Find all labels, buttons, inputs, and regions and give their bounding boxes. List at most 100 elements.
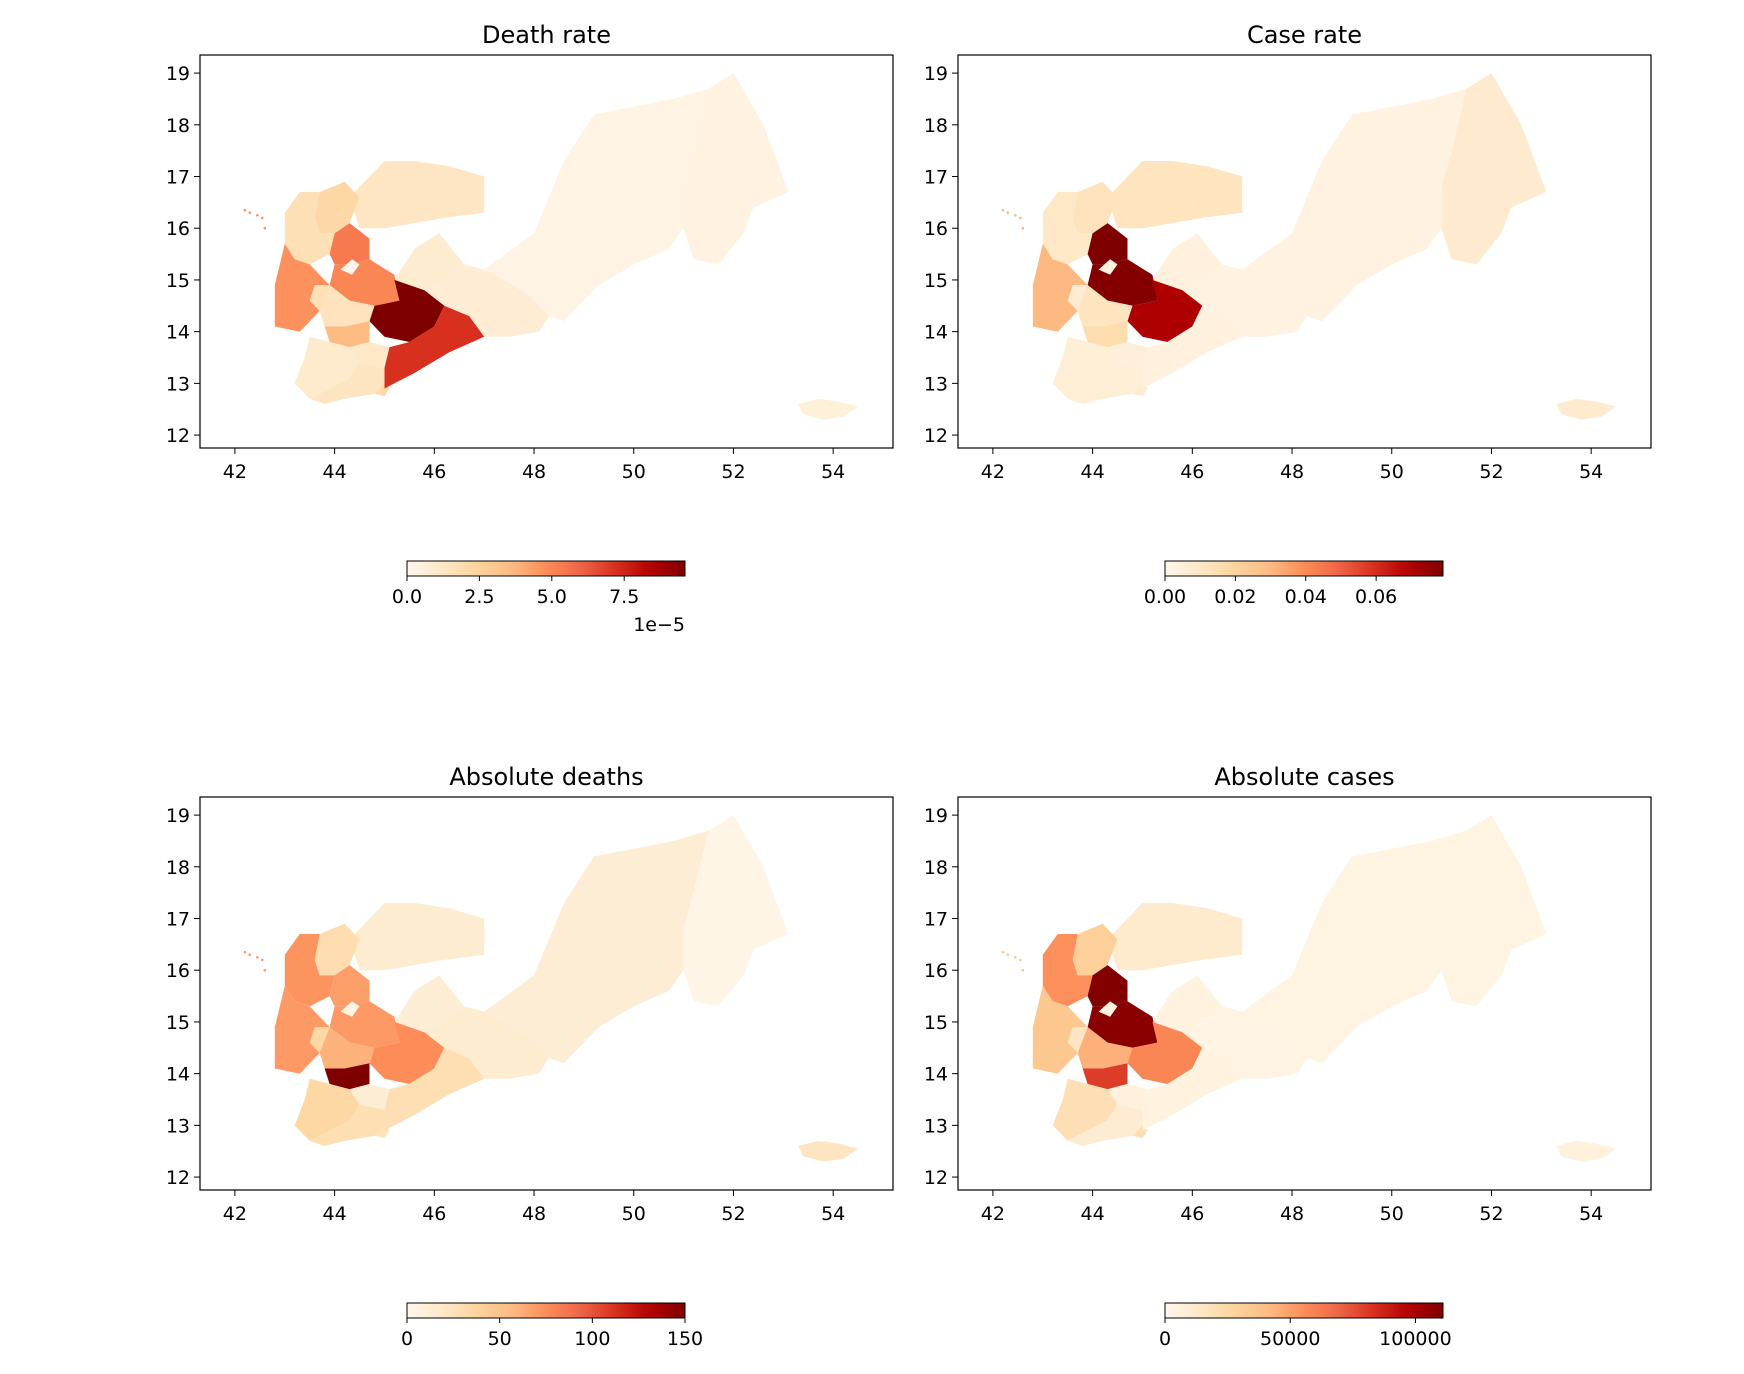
y-tick-label: 19 <box>166 805 190 827</box>
x-tick-label: 48 <box>522 1203 546 1225</box>
region-sanaa-city <box>340 1001 360 1017</box>
region-dhale <box>1107 1084 1148 1110</box>
region-socotra <box>1556 398 1617 420</box>
region-al-jawf <box>349 903 485 971</box>
island-dot <box>261 216 264 220</box>
y-tick-label: 18 <box>166 857 190 879</box>
colorbar-tick-label: 100 <box>574 1328 610 1350</box>
y-tick-label: 15 <box>924 270 948 292</box>
y-tick-label: 17 <box>166 167 190 189</box>
region-hadramaut <box>1242 88 1467 322</box>
panel-title: Absolute cases <box>1214 763 1394 791</box>
region-al-jawf <box>349 161 485 229</box>
island-dot <box>1014 956 1017 959</box>
island-dot <box>263 226 267 230</box>
colorbar-tick-label: 50000 <box>1260 1328 1320 1350</box>
island-dot <box>256 214 259 217</box>
colorbar <box>406 560 686 577</box>
island-dot <box>263 968 267 972</box>
island-dot <box>256 956 259 959</box>
region-ibb <box>324 1063 370 1090</box>
region-shabwah <box>1182 264 1307 337</box>
y-tick-label: 16 <box>166 218 190 240</box>
x-tick-label: 52 <box>1479 1203 1503 1225</box>
region-saadah <box>1072 181 1118 234</box>
axes-frame <box>199 796 894 1191</box>
x-tick-label: 42 <box>223 461 247 483</box>
region-marib <box>1152 975 1223 1033</box>
colorbar-tick-label: 0.02 <box>1214 586 1256 608</box>
region-abyan <box>384 305 485 389</box>
region-lahij <box>309 1104 385 1146</box>
panel-title: Case rate <box>1247 21 1362 49</box>
y-tick-label: 12 <box>166 425 190 447</box>
region-socotra <box>798 1140 859 1162</box>
colorbar-tick-label: 0.04 <box>1285 586 1327 608</box>
region-taizz <box>294 1078 360 1141</box>
y-tick-label: 15 <box>166 270 190 292</box>
colorbar-tick-label: 0.06 <box>1355 586 1397 608</box>
region-hajjah <box>284 934 335 1007</box>
x-tick-label: 44 <box>323 1203 347 1225</box>
region-dhale <box>349 342 390 368</box>
island-dot <box>1014 214 1017 217</box>
y-tick-label: 12 <box>924 425 948 447</box>
region-hudaydah <box>1032 243 1088 332</box>
colorbar-tick-label: 0 <box>1159 1328 1171 1350</box>
x-tick-label: 52 <box>721 1203 745 1225</box>
y-tick-label: 18 <box>166 115 190 137</box>
x-tick-label: 50 <box>622 1203 646 1225</box>
region-marib <box>394 233 465 291</box>
y-tick-label: 12 <box>924 1167 948 1189</box>
x-tick-label: 54 <box>1579 461 1603 483</box>
y-tick-label: 18 <box>924 115 948 137</box>
x-tick-label: 52 <box>1479 461 1503 483</box>
axes-frame <box>957 54 1652 449</box>
y-tick-label: 19 <box>166 63 190 85</box>
region-mahrah <box>683 73 789 265</box>
x-tick-label: 50 <box>622 461 646 483</box>
map-panel: Death rate 42 44 46 48 50 52 54 12 13 14 15 16 17 18 19… <box>166 21 894 636</box>
region-dhamar <box>1077 285 1133 327</box>
region-al-bayda <box>1127 1021 1203 1084</box>
region-sanaa-city <box>340 259 360 275</box>
region-al-jawf <box>1107 161 1243 229</box>
colorbar-tick-label: 5.0 <box>537 586 567 608</box>
region-abyan <box>384 1047 485 1131</box>
island-dot <box>243 208 247 212</box>
region-taizz <box>1052 336 1118 399</box>
y-tick-label: 13 <box>924 1115 948 1137</box>
region-raymah <box>309 285 330 311</box>
region-hadramaut <box>484 88 709 322</box>
region-dhale <box>1107 342 1148 368</box>
region-marib <box>394 975 465 1033</box>
x-tick-label: 48 <box>1280 1203 1304 1225</box>
y-tick-label: 13 <box>166 373 190 395</box>
y-tick-label: 17 <box>924 909 948 931</box>
island-dot <box>248 953 252 957</box>
map-panel: Absolute cases 42 44 46 48 50 52 54 12 13 14 15 16 17… <box>924 763 1652 1350</box>
colorbar-tick-label: 0.0 <box>392 586 422 608</box>
region-dhamar <box>319 285 375 327</box>
y-tick-label: 14 <box>924 322 948 344</box>
colorbar <box>1164 1302 1444 1319</box>
x-tick-label: 44 <box>323 461 347 483</box>
island-dot <box>1021 968 1025 972</box>
region-raymah <box>309 1027 330 1053</box>
y-tick-label: 18 <box>924 857 948 879</box>
region-hajjah <box>1042 934 1093 1007</box>
x-tick-label: 42 <box>981 461 1005 483</box>
axes-frame <box>957 796 1652 1191</box>
x-tick-label: 54 <box>821 1203 845 1225</box>
region-al-bayda <box>369 1021 445 1084</box>
colorbar <box>406 1302 686 1319</box>
region-sanaa-city <box>1098 1001 1118 1017</box>
region-saadah <box>1072 923 1118 976</box>
x-tick-label: 50 <box>1380 1203 1404 1225</box>
region-hudaydah <box>274 985 330 1074</box>
x-tick-label: 44 <box>1081 461 1105 483</box>
island-dot <box>261 958 264 962</box>
y-tick-label: 13 <box>166 1115 190 1137</box>
x-tick-label: 42 <box>981 1203 1005 1225</box>
island-dot <box>1001 950 1005 954</box>
